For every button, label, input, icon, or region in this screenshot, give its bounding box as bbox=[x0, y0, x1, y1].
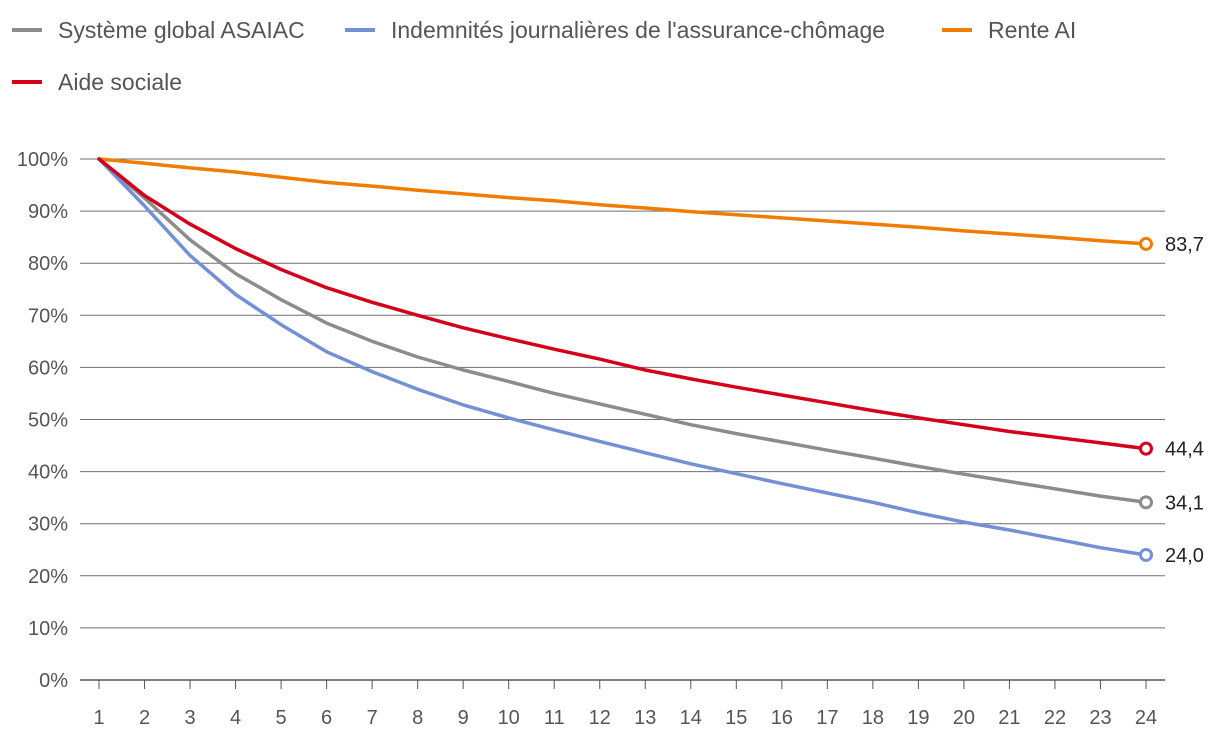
y-tick-label: 100% bbox=[17, 149, 68, 171]
x-tick-label: 11 bbox=[544, 707, 565, 729]
x-tick-label: 14 bbox=[680, 707, 702, 729]
x-tick-label: 1 bbox=[93, 707, 104, 729]
y-tick-label: 30% bbox=[28, 514, 68, 536]
series-line-1 bbox=[97, 157, 1148, 505]
x-tick-label: 18 bbox=[862, 707, 884, 729]
end-point-4 bbox=[1139, 441, 1153, 456]
end-value-label-3: 83,7 bbox=[1165, 234, 1204, 256]
end-markers: 34,1 24,0 83,7 44,4 bbox=[1139, 234, 1204, 567]
series-line-3 bbox=[97, 157, 1148, 246]
x-tick-label: 15 bbox=[725, 707, 747, 729]
x-tick-label: 21 bbox=[998, 707, 1020, 729]
legend-label-1: Système global ASAIAC bbox=[58, 17, 305, 43]
y-tick-label: 0% bbox=[39, 670, 68, 692]
legend-label-4: Aide sociale bbox=[58, 69, 182, 95]
x-tick-label: 23 bbox=[1089, 707, 1111, 729]
y-tick-label: 90% bbox=[28, 201, 68, 223]
end-value-label-1: 34,1 bbox=[1165, 492, 1204, 514]
legend-label-3: Rente AI bbox=[988, 17, 1076, 43]
x-tick-label: 22 bbox=[1044, 707, 1066, 729]
x-tick-label: 17 bbox=[816, 707, 838, 729]
y-tick-label: 70% bbox=[28, 305, 68, 327]
x-tick-label: 3 bbox=[184, 707, 195, 729]
x-axis: 1 2 3 4 5 6 7 8 9 10 11 12 13 14 15 16 17 18 19 20 21 22 23 24 bbox=[93, 680, 1157, 729]
end-point-3 bbox=[1139, 236, 1153, 251]
x-tick-label: 7 bbox=[367, 707, 378, 729]
x-tick-label: 5 bbox=[276, 707, 287, 729]
gridlines bbox=[80, 158, 1165, 681]
y-axis: 0% 10% 20% 30% 40% 50% 60% 70% 80% 90% 100% bbox=[17, 149, 68, 692]
series-line-4 bbox=[97, 157, 1148, 451]
x-tick-label: 8 bbox=[412, 707, 423, 729]
end-value-label-4: 44,4 bbox=[1165, 439, 1204, 461]
end-point-2 bbox=[1139, 547, 1153, 562]
x-tick-label: 2 bbox=[139, 707, 150, 729]
y-tick-label: 60% bbox=[28, 357, 68, 379]
legend: Système global ASAIAC Indemnités journali… bbox=[12, 17, 1076, 95]
x-tick-label: 13 bbox=[634, 707, 656, 729]
x-tick-label: 12 bbox=[589, 707, 611, 729]
y-tick-label: 50% bbox=[28, 410, 68, 432]
y-tick-label: 20% bbox=[28, 566, 68, 588]
x-tick-label: 10 bbox=[498, 707, 520, 729]
legend-label-2: Indemnités journalières de l'assurance-c… bbox=[391, 17, 885, 43]
x-tick-label: 24 bbox=[1135, 707, 1157, 729]
x-tick-label: 9 bbox=[458, 707, 469, 729]
x-tick-label: 20 bbox=[953, 707, 975, 729]
end-value-label-2: 24,0 bbox=[1165, 545, 1204, 567]
x-tick-label: 4 bbox=[230, 707, 241, 729]
x-tick-label: 16 bbox=[771, 707, 793, 729]
x-tick-label: 6 bbox=[321, 707, 332, 729]
y-tick-label: 40% bbox=[28, 462, 68, 484]
y-tick-label: 10% bbox=[28, 618, 68, 640]
series-lines bbox=[97, 157, 1148, 557]
x-tick-label: 19 bbox=[907, 707, 929, 729]
end-point-1 bbox=[1139, 495, 1153, 510]
series-line-2 bbox=[97, 157, 1148, 557]
y-tick-label: 80% bbox=[28, 253, 68, 275]
